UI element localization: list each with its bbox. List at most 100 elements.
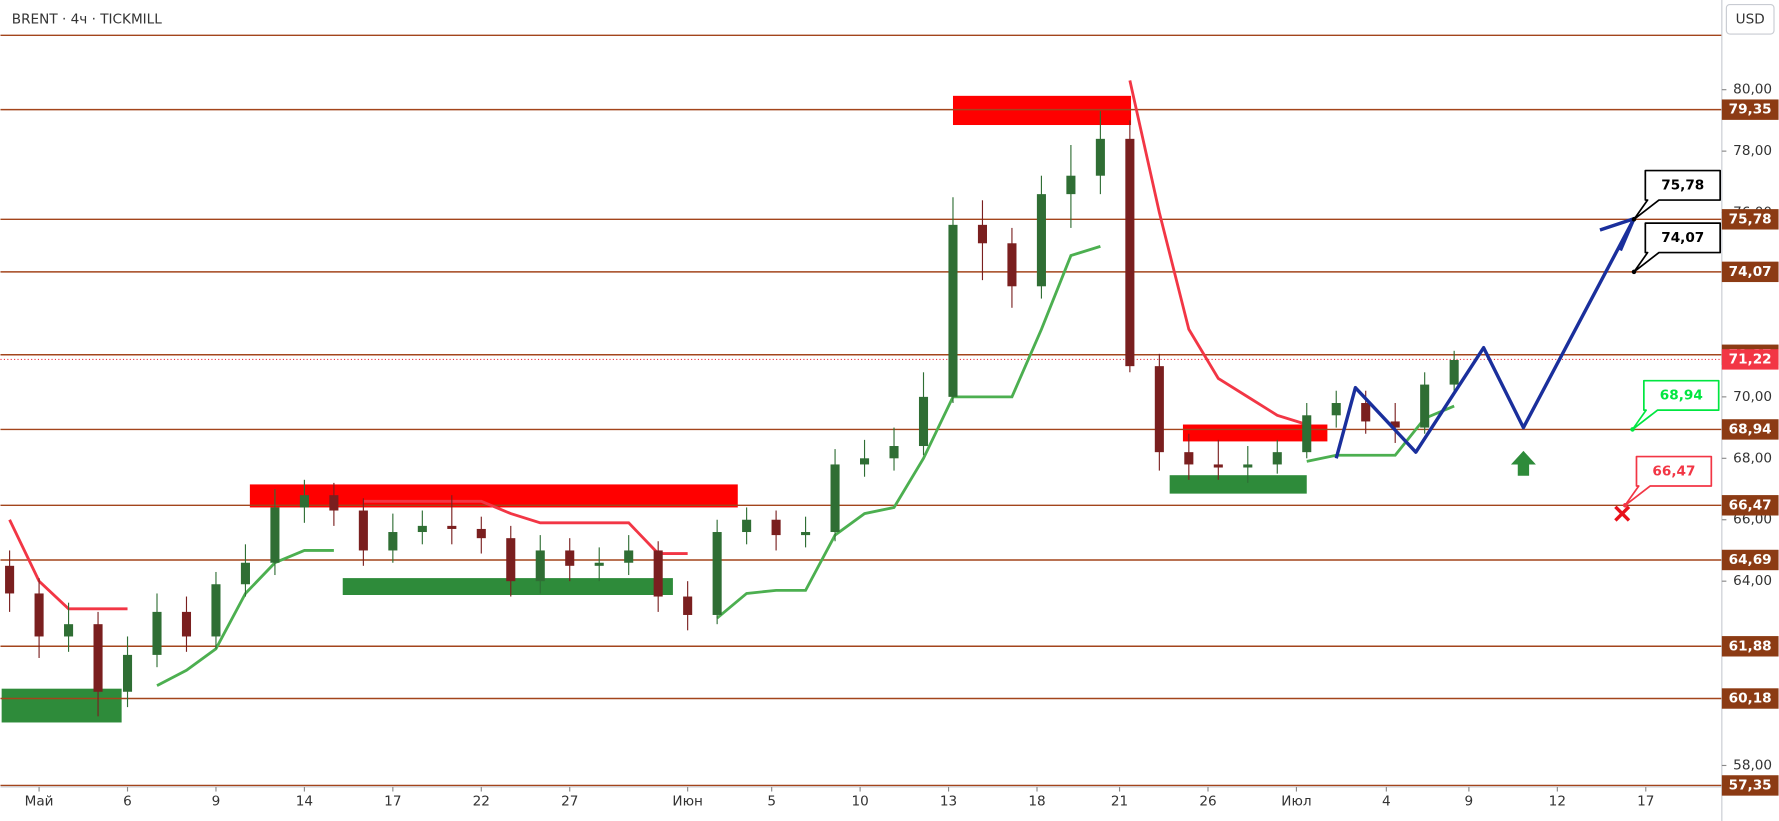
candle-body xyxy=(624,550,634,563)
candle-body xyxy=(1420,384,1430,428)
candle-body xyxy=(918,396,929,447)
price-label: 60,18 xyxy=(1729,691,1772,707)
candle-body xyxy=(1095,138,1105,176)
x-tick-label: Май xyxy=(25,794,54,810)
x-tick-label: 4 xyxy=(1382,794,1391,810)
price-label-bg xyxy=(1721,636,1779,657)
candle-body xyxy=(565,550,575,566)
price-label-bg xyxy=(1721,349,1779,370)
candle-body xyxy=(1331,403,1341,416)
candle-body xyxy=(476,528,486,539)
price-label: 71,22 xyxy=(1729,351,1772,367)
candle-body xyxy=(122,654,133,692)
y-tick-label: 66,00 xyxy=(1733,512,1772,528)
candle-body xyxy=(535,550,545,582)
chart-title: BRENT · 4ч · TICKMILL xyxy=(12,11,162,27)
candle-body xyxy=(1066,175,1076,195)
plot-area: 75,78 74,07 68,94 66,47 xyxy=(0,34,1722,787)
x-tick-label: 27 xyxy=(561,794,578,810)
x-tick-label: 17 xyxy=(1637,794,1654,810)
candle-body xyxy=(34,593,44,637)
x-tick-label: 10 xyxy=(851,794,868,810)
candle-body xyxy=(329,495,339,511)
x-tick-label: Июн xyxy=(672,794,703,810)
axes: 80,0078,0076,0070,0068,0066,0064,0058,00… xyxy=(25,82,1779,810)
candle-body xyxy=(948,224,958,397)
callout-box xyxy=(1631,379,1720,431)
candle-body xyxy=(1213,464,1223,468)
x-tick-label: 5 xyxy=(767,794,776,810)
callout-box xyxy=(1633,169,1722,221)
trend-line xyxy=(716,245,1101,620)
candle-body xyxy=(240,562,250,585)
y-tick-label: 80,00 xyxy=(1733,82,1772,98)
candle-body xyxy=(270,507,280,563)
candle-body xyxy=(1036,194,1046,287)
candle-body xyxy=(742,519,752,533)
x-tick-label: 6 xyxy=(123,794,132,810)
zone xyxy=(1,688,122,723)
x-tick-label: 14 xyxy=(296,794,313,810)
price-label: 61,88 xyxy=(1729,638,1772,654)
y-tick-label: 68,00 xyxy=(1733,450,1772,466)
price-label-bg xyxy=(1721,209,1779,230)
x-tick-label: 22 xyxy=(473,794,490,810)
candle-body xyxy=(93,624,103,692)
price-label: 57,35 xyxy=(1729,777,1772,793)
price-label: 68,94 xyxy=(1729,421,1772,437)
x-tick-label: 17 xyxy=(384,794,401,810)
candle-body xyxy=(358,510,368,551)
candle-body xyxy=(447,525,457,529)
y-tick-label: 70,00 xyxy=(1733,389,1772,405)
price-label-bg xyxy=(1721,549,1779,571)
x-tick-label: 21 xyxy=(1111,794,1128,810)
trend-line xyxy=(1128,80,1308,426)
x-tick-label: 26 xyxy=(1199,794,1216,810)
stop-cross xyxy=(1614,505,1631,522)
candle-body xyxy=(1302,415,1312,453)
candle-body xyxy=(152,611,162,655)
price-label: 64,69 xyxy=(1729,552,1772,568)
callout-box xyxy=(1633,222,1722,273)
candle-body xyxy=(830,464,840,533)
callout-label: 75,78 xyxy=(1661,177,1704,193)
candle-body xyxy=(181,611,192,637)
candle-body xyxy=(506,538,516,582)
price-axis xyxy=(1721,0,1779,821)
callout-label: 74,07 xyxy=(1661,230,1704,246)
x-tick-label: 9 xyxy=(1465,794,1474,810)
candle-body xyxy=(1272,452,1282,465)
x-tick-label: Июл xyxy=(1281,794,1311,810)
price-label-bg xyxy=(1721,261,1779,283)
candle-body xyxy=(889,446,899,459)
candle-body xyxy=(860,458,870,465)
price-label: 75,78 xyxy=(1729,211,1772,227)
candle-body xyxy=(211,584,221,637)
candle-body xyxy=(388,532,398,551)
currency-box[interactable] xyxy=(1725,3,1775,35)
price-label-bg xyxy=(1721,688,1779,709)
candle-body xyxy=(417,525,427,533)
x-tick-label: 13 xyxy=(940,794,957,810)
candle-body xyxy=(594,562,604,566)
candle-body xyxy=(1449,360,1459,385)
candle-body xyxy=(801,532,811,536)
price-label-bg xyxy=(1721,419,1779,440)
currency: USD xyxy=(1736,11,1765,27)
price-label-bg xyxy=(1721,495,1779,516)
trend-line xyxy=(363,499,688,555)
zone xyxy=(249,484,738,508)
candle-body xyxy=(977,224,987,244)
candle-body xyxy=(1390,421,1400,428)
zone xyxy=(952,95,1132,126)
y-tick-label: 78,00 xyxy=(1733,143,1772,159)
candle-body xyxy=(1361,403,1371,422)
callout-label: 68,94 xyxy=(1660,387,1703,403)
candle-body xyxy=(5,565,15,594)
price-label: 79,35 xyxy=(1729,102,1772,118)
x-tick-label: 9 xyxy=(212,794,221,810)
candle-body xyxy=(1184,452,1194,465)
